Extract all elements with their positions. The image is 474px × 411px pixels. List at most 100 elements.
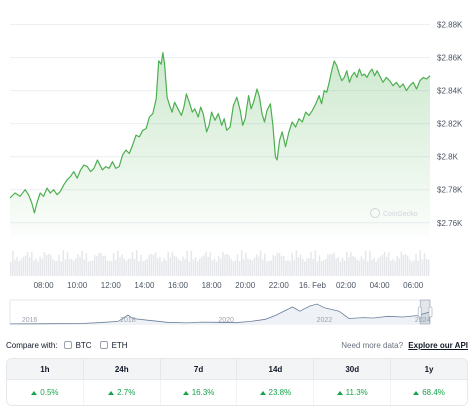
volume-bar — [297, 257, 300, 276]
checkbox-icon[interactable] — [99, 341, 108, 349]
y-tick-label: $2.82K — [437, 120, 463, 129]
volume-bar — [35, 258, 37, 276]
volume-bar — [293, 259, 295, 276]
checkbox-icon[interactable] — [63, 341, 72, 349]
change-7d-value: 16.3% — [191, 388, 215, 398]
volume-bar — [31, 252, 33, 276]
volume-bar — [62, 250, 64, 276]
volume-bar — [201, 256, 203, 276]
volume-bar — [396, 255, 398, 276]
explore-api-link[interactable]: Explore our API — [408, 340, 468, 350]
y-tick-label: $2.86K — [437, 54, 463, 63]
navigator-tick-label: 2018 — [120, 317, 136, 324]
x-tick-label: 14:00 — [134, 281, 155, 290]
volume-bar — [352, 256, 354, 276]
volume-bar — [199, 258, 201, 276]
volume-bar — [77, 254, 79, 276]
x-tick-label: 12:00 — [101, 281, 122, 290]
volume-bar — [295, 250, 298, 276]
volume-bar — [257, 256, 260, 276]
volume-bar — [318, 255, 321, 276]
volume-bar — [255, 254, 258, 276]
period-7d: 7d — [159, 359, 237, 380]
volume-bar — [75, 258, 77, 276]
change-14d: 23.8% — [236, 380, 313, 405]
volume-bars — [10, 250, 430, 276]
volume-bar — [274, 256, 277, 276]
volume-bar — [85, 253, 88, 276]
volume-bar — [121, 254, 123, 276]
volume-bar — [423, 252, 426, 276]
compare-btc-label: BTC — [75, 340, 92, 350]
volume-bar — [138, 261, 140, 276]
volume-bar — [278, 253, 281, 276]
volume-bar — [47, 253, 50, 276]
volume-bar — [402, 255, 405, 276]
volume-bar — [33, 260, 35, 276]
volume-bar — [230, 259, 232, 276]
navigator-tick-label: 2020 — [218, 317, 234, 324]
volume-bar — [39, 256, 41, 276]
x-tick-label: 20:00 — [235, 281, 256, 290]
volume-bar — [358, 260, 361, 276]
range-navigator[interactable]: 2016 2018 2020 2022 2024 — [9, 299, 433, 325]
volume-bar — [73, 260, 75, 276]
volume-bar — [299, 254, 302, 276]
volume-bar — [241, 250, 243, 276]
volume-bar — [142, 260, 144, 276]
volume-bar — [394, 261, 396, 276]
volume-bar — [316, 261, 319, 276]
navigator-tick-label: 2024 — [415, 317, 431, 324]
volume-bar — [180, 260, 182, 276]
volume-bar — [119, 257, 121, 276]
volume-bar — [425, 258, 428, 276]
change-7d: 16.3% — [159, 380, 237, 405]
volume-bar — [184, 259, 186, 276]
volume-bar — [306, 258, 308, 276]
period-1y: 1y — [390, 359, 467, 380]
volume-bar — [110, 261, 113, 276]
price-chart[interactable]: $2.88K $2.86K $2.84K $2.82K $2.8K $2.78K $2.76… — [0, 0, 474, 330]
volume-bar — [22, 256, 25, 276]
volume-bar — [94, 255, 96, 276]
volume-bar — [173, 255, 176, 276]
compare-btc-checkbox[interactable]: BTC — [63, 340, 92, 350]
volume-bar — [335, 258, 337, 276]
volume-bar — [194, 257, 197, 276]
navigator-selection[interactable] — [419, 299, 431, 325]
volume-bar — [392, 259, 394, 276]
volume-bar — [409, 259, 411, 276]
volume-bar — [83, 259, 85, 276]
change-30d-value: 11.3% — [345, 388, 368, 398]
compare-eth-checkbox[interactable]: ETH — [99, 341, 128, 350]
change-1h: 0.5% — [7, 380, 83, 405]
volume-bar — [280, 256, 283, 276]
volume-bar — [106, 260, 109, 276]
volume-bar — [79, 256, 81, 276]
navigator-handle-right[interactable] — [428, 306, 433, 318]
volume-bar — [415, 254, 417, 276]
volume-bar — [310, 252, 312, 276]
volume-bar — [371, 259, 373, 276]
volume-bar — [96, 256, 98, 276]
volume-bar — [165, 260, 167, 276]
volume-bar — [102, 256, 104, 276]
volume-bar — [192, 259, 195, 276]
up-arrow-icon — [108, 390, 115, 395]
volume-bar — [169, 257, 172, 276]
volume-bar — [178, 259, 180, 276]
volume-bar — [331, 254, 333, 276]
change-30d: 11.3% — [313, 380, 390, 405]
volume-bar — [367, 261, 369, 276]
change-24h: 2.7% — [82, 380, 160, 405]
volume-bar — [68, 258, 71, 276]
volume-bar — [81, 250, 83, 276]
volume-bar — [159, 256, 161, 276]
price-line — [9, 52, 431, 214]
volume-bar — [314, 250, 316, 276]
period-24h: 24h — [82, 359, 160, 380]
change-1y-value: 68.4% — [422, 388, 445, 398]
navigator-tick-label: 2022 — [317, 317, 333, 324]
volume-bar — [123, 258, 125, 276]
navigator-handle-left[interactable] — [417, 306, 422, 318]
